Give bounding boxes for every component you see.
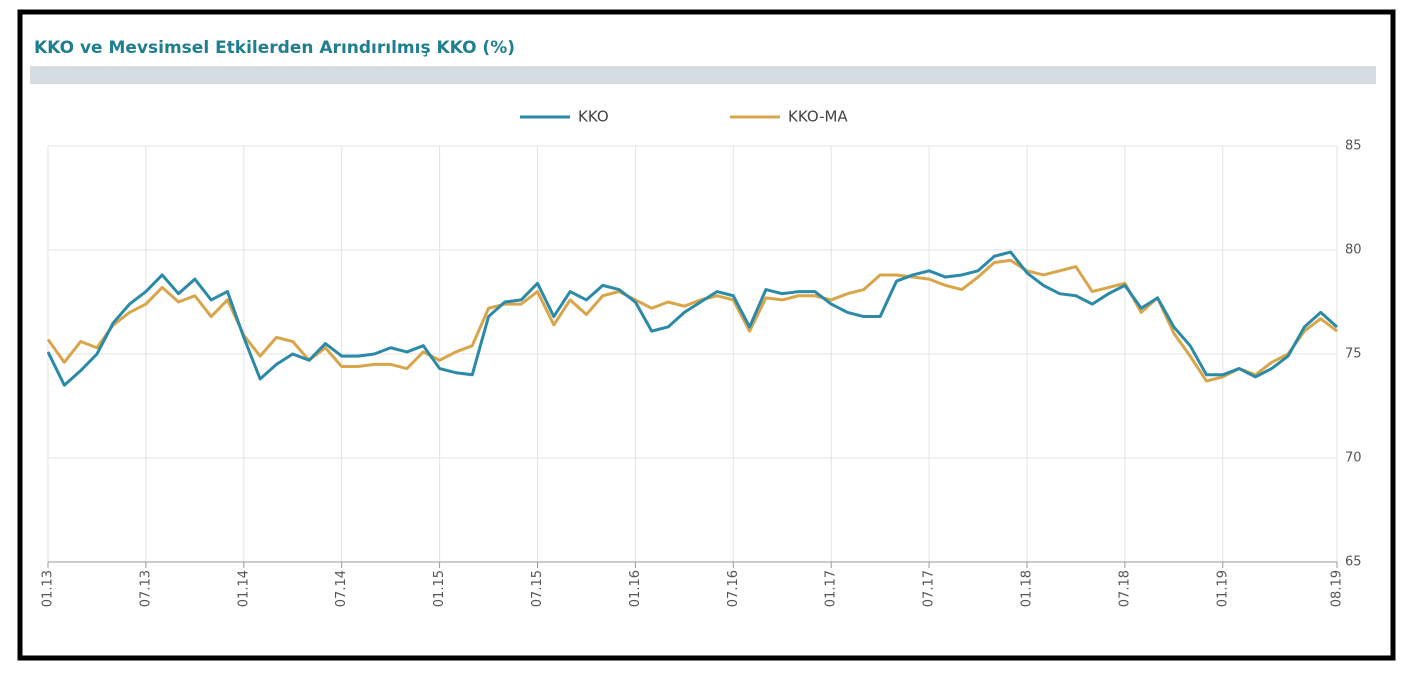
x-tick-label: 01.13 xyxy=(41,570,56,607)
x-tick-label: 07.15 xyxy=(530,570,545,607)
legend-label: KKO xyxy=(578,108,609,126)
y-tick-label: 70 xyxy=(1345,451,1362,466)
y-tick-label: 85 xyxy=(1345,139,1362,154)
chart-title: KKO ve Mevsimsel Etkilerden Arındırılmış… xyxy=(34,38,515,58)
x-tick-label: 07.17 xyxy=(922,570,937,607)
x-tick-label: 01.18 xyxy=(1019,570,1034,607)
series-line xyxy=(46,258,1338,383)
x-tick-label: 08.19 xyxy=(1330,570,1345,607)
y-tick-label: 75 xyxy=(1345,347,1362,362)
x-tick-label: 01.19 xyxy=(1215,570,1230,607)
x-tick-label: 07.18 xyxy=(1117,570,1132,607)
x-tick-label: 01.16 xyxy=(628,570,643,607)
x-tick-label: 07.16 xyxy=(726,570,741,607)
x-tick-label: 07.13 xyxy=(138,570,153,607)
frame xyxy=(17,9,1396,661)
series-line xyxy=(46,250,1338,387)
x-tick-label: 01.15 xyxy=(432,570,447,607)
y-tick-label: 80 xyxy=(1345,243,1362,258)
x-tick-label: 01.14 xyxy=(236,570,251,607)
title-bar xyxy=(30,66,1376,84)
x-tick-label: 01.17 xyxy=(824,570,839,607)
x-tick-label: 07.14 xyxy=(334,570,349,607)
y-tick-label: 65 xyxy=(1345,555,1362,570)
legend-label: KKO-MA xyxy=(788,108,848,126)
